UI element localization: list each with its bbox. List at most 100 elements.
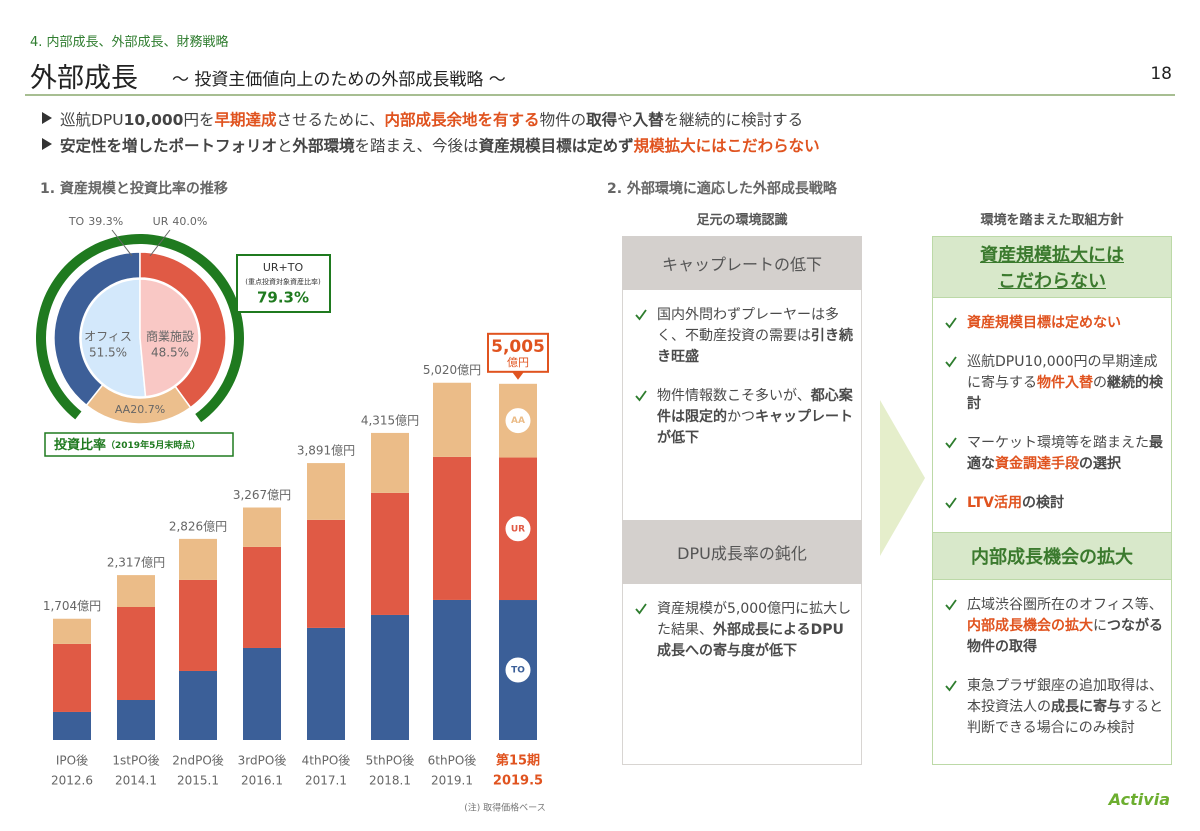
list-item: 資産規模目標は定めない [941,313,1163,334]
x-tick-date: 2018.1 [369,774,411,788]
text-segment: の検討 [1022,495,1064,511]
text-segment: 物件情報数こそ多いが、 [657,388,811,404]
outer-label: TO 39.3% [68,215,123,228]
box-header: DPU成長率の鈍化 [622,520,862,584]
bar-segment [433,382,471,457]
check-mark [945,599,957,611]
outer-label: AA20.7% [115,403,165,416]
bar-segment [371,432,409,493]
list-item: マーケット環境等を踏まえた最適な資金調達手段の選択 [941,433,1163,475]
bar-segment [307,519,345,628]
total-label: 4,315億円 [361,413,419,427]
outer-segment [85,383,192,425]
text-segment: 規模拡大にはこだわらない [633,137,820,155]
x-tick-date: 2014.1 [115,774,157,788]
total-label: 1,704億円 [43,599,101,613]
check-mark [945,497,957,509]
series-badge-label: TO [511,666,525,676]
outer-segment [53,251,141,407]
box-header: キャップレートの低下 [622,236,862,290]
bar-segment [243,546,281,648]
text-segment: の [1093,375,1107,391]
flow-arrow [880,400,925,556]
bar-segment [53,618,91,644]
x-tick-label: 1stPO後 [112,754,159,768]
column-heading-text: 足元の環境認識 [696,213,788,228]
box-title-line: DPU成長率の鈍化 [677,540,807,564]
text-segment: 巡航DPU [60,111,124,129]
bullet: 安定性を増したポートフォリオと外部環境を踏まえ、今後は資産規模目標は定めず規模拡… [60,134,820,156]
text-segment: 資産規模目標は定めず [478,137,634,155]
text-segment: させるために、 [276,111,385,129]
bar-segment [307,463,345,520]
x-tick-label: 3rdPO後 [238,754,287,768]
bullet: 巡航DPU10,000円を早期達成させるために、内部成長余地を有する物件の取得や… [60,108,803,130]
list-item: 資産規模が5,000億円に拡大した結果、外部成長によるDPU成長への寄与度が低下 [631,599,853,662]
bar-segment [179,670,217,740]
series-badge-label: AA [511,416,525,426]
text-segment: 外部環境 [292,137,355,155]
x-tick-date: 2016.1 [241,774,283,788]
box-title-line: 内部成長機会の拡大 [971,543,1133,569]
bar-segment [53,711,91,740]
text-segment: 取得 [586,111,618,129]
inner-segment [80,278,147,398]
box-header: 内部成長機会の拡大 [932,532,1172,580]
callout-box [487,332,549,373]
x-tick-date: 2017.1 [305,774,347,788]
column: 資産規模拡大には こだわらない資産規模目標は定めない巡航DPU10,000円の早期… [932,236,1172,765]
caption-box [44,432,234,457]
box-body: 広域渋谷圏所在のオフィス等、内部成長機会の拡大につながる物件の取得 東急プラザ銀座… [933,581,1173,766]
bar-segment [117,700,155,740]
column-heading-text: 環境を踏まえた取組方針 [980,213,1124,228]
inner-label: 商業施設 [146,330,194,344]
outer-name: TO [68,215,85,228]
text-segment: 資産規模が5,000億円に拡大した結果、 [657,601,852,638]
series-badge [504,515,532,543]
check-mark [945,356,957,368]
text-segment: LTV活用 [967,495,1022,511]
text-segment: と [277,137,293,155]
box-header: 資産規模拡大には こだわらない [932,236,1172,298]
callout-pointer [512,371,524,380]
outer-label: UR 40.0% [153,215,208,228]
list-item: 広域渋谷圏所在のオフィス等、内部成長機会の拡大につながる物件の取得 [941,595,1163,658]
column: キャップレートの低下国内外問わずプレーヤーは多く、不動産投資の需要は引き続き旺盛… [622,236,862,765]
text-segment: を踏まえ、今後は [354,137,479,155]
check-mark [945,680,957,692]
check-icon [635,390,647,402]
logo: Activia [1108,790,1170,809]
series-badge [504,656,532,684]
slide-title: 外部成長 [30,63,138,94]
text-segment: マーケット環境等を踏まえた [967,435,1149,451]
x-tick-label: 5thPO後 [366,754,415,768]
slide-subtitle: ～ 投資主価値向上のための外部成長戦略 ～ [172,70,506,90]
text-segment: 巡航DPU10,000円の早期達成に寄与する [967,354,1158,391]
outer-name: UR [153,215,169,228]
caption-text: 投資比率 [54,437,106,453]
list-item: 国内外問わずプレーヤーは多く、不動産投資の需要は引き続き旺盛 [631,305,853,368]
bar-segment [179,579,217,671]
check-mark [635,603,647,615]
check-mark [945,437,957,449]
text-segment: 物件の [539,111,587,129]
total-unit: 億円 [507,356,529,369]
inner-value: 51.5% [89,346,127,360]
text-segment: 資金調達手段 [995,456,1079,472]
check-icon [945,497,957,509]
bar-segment [307,627,345,740]
total-label: 2,317億円 [107,556,165,570]
outer-name: AA [115,403,131,416]
total-label: 2,826億円 [169,519,227,533]
x-tick-date: 2012.6 [51,774,93,788]
x-tick-date: 2019.5 [493,774,543,789]
bar-segment [179,538,217,580]
caption: 投資比率（2019年5月末時点） [54,437,200,453]
section-label: 4. 内部成長、外部成長、財務戦略 [30,35,229,50]
leader-line [149,229,171,257]
outer-value: 39.3% [88,215,123,228]
bar-segment [371,492,409,615]
text-segment: の選択 [1079,456,1121,472]
